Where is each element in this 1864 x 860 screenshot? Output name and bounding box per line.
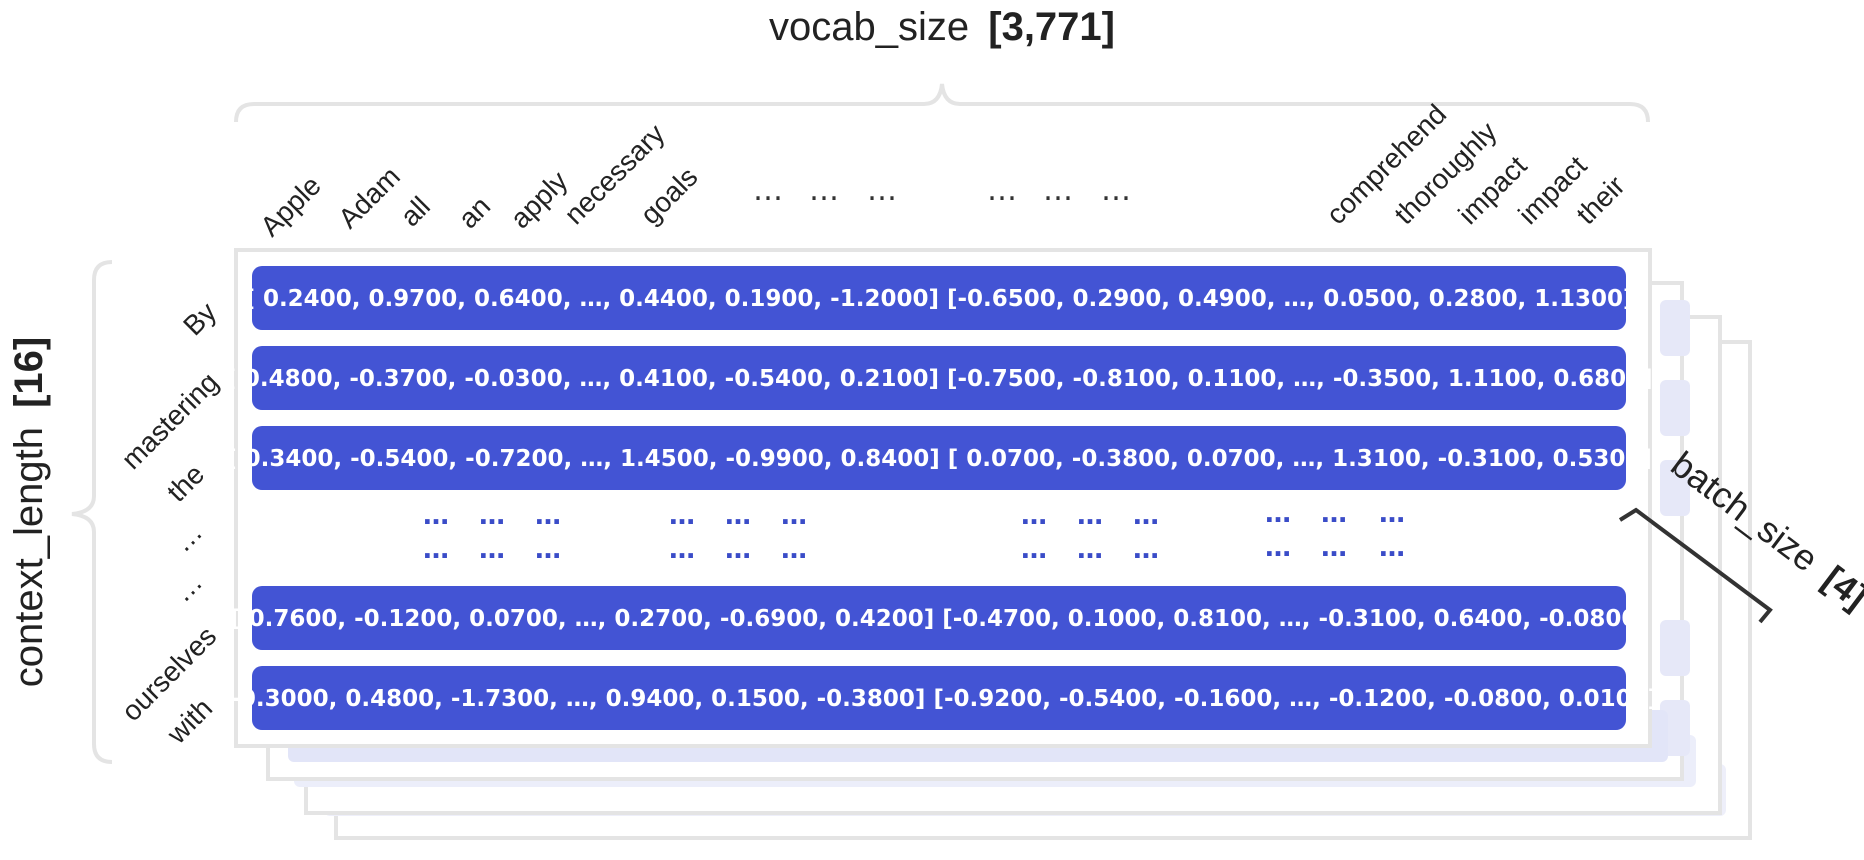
embedding-row-text: [ 0.3400, -0.5400, -0.7200, …, 1.4500, -… — [226, 446, 1652, 472]
gap-dot: … — [1077, 535, 1103, 565]
batch-layer-2-fill-b — [1660, 380, 1690, 436]
gap-dot: … — [1321, 533, 1347, 563]
context-length-value: [16] — [7, 337, 51, 408]
embedding-row-text: [ 0.2400, 0.9700, 0.6400, …, 0.4400, 0.1… — [244, 286, 1633, 312]
embedding-row-bar — [252, 426, 1626, 490]
row-word: … — [167, 566, 209, 608]
column-ellipsis: … — [867, 173, 897, 208]
gap-dot: … — [1133, 535, 1159, 565]
gap-dot: … — [423, 501, 449, 531]
gap-dot: … — [1021, 501, 1047, 531]
column-word: Adam — [332, 161, 406, 235]
column-word: an — [452, 190, 496, 234]
column-words: Apple Adam all an apply necessary goals … — [254, 98, 1630, 242]
batch-layer-2-fill — [1660, 300, 1690, 356]
column-ellipsis: … — [1043, 173, 1073, 208]
gap-dot: … — [1379, 533, 1405, 563]
gap-dot: … — [1379, 499, 1405, 529]
batch-size-value: [4] — [1816, 558, 1864, 617]
gap-dot: … — [479, 501, 505, 531]
row-word: mastering — [115, 366, 224, 475]
context-brace — [71, 260, 113, 764]
embedding-row-text: [ 0.7600, -0.1200, 0.0700, …, 0.2700, -0… — [230, 606, 1648, 632]
context-length-label: context_length — [7, 427, 51, 687]
gap-dot: … — [1077, 501, 1103, 531]
gap-dot: … — [535, 501, 561, 531]
embedding-row-text: [-0.3000, 0.4800, -1.7300, …, 0.9400, 0.… — [220, 686, 1658, 712]
embedding-row-bar — [252, 666, 1626, 730]
gap-dot: … — [781, 535, 807, 565]
gap-dot: … — [781, 501, 807, 531]
embedding-row-text: [ 0.4800, -0.3700, -0.0300, …, 0.4100, -… — [225, 366, 1652, 392]
row-word: By — [177, 296, 222, 341]
column-ellipsis: … — [753, 173, 783, 208]
embedding-rows: [ 0.2400, 0.9700, 0.6400, …, 0.4400, 0.1… — [220, 266, 1658, 730]
row-word: … — [167, 516, 209, 558]
context-length-title: context_length [16] — [7, 337, 51, 687]
gap-dot: … — [1133, 501, 1159, 531]
column-ellipsis: … — [987, 173, 1017, 208]
column-word: apply — [504, 165, 573, 234]
gap-dot: … — [725, 501, 751, 531]
batch-bracket — [1618, 507, 1773, 624]
gap-dot: … — [669, 535, 695, 565]
embedding-row-bar — [252, 346, 1626, 410]
column-ellipsis: … — [1101, 173, 1131, 208]
gap-dot: … — [423, 535, 449, 565]
gap-dot: … — [1021, 535, 1047, 565]
gap-dot: … — [1265, 499, 1291, 529]
embedding-row-bar — [252, 586, 1626, 650]
row-word: with — [160, 692, 218, 750]
vocab-brace — [234, 83, 1650, 123]
gap-dot: … — [535, 535, 561, 565]
gap-dots: … … … … … … … … … … … … … … … … … … … … … — [423, 499, 1405, 565]
batch-layer-2-fill-d — [1660, 620, 1690, 676]
column-word: Apple — [254, 170, 327, 243]
vocab-size-title: vocab_size [3,771] — [769, 5, 1115, 49]
row-words: By mastering the … … ourselves with — [115, 296, 224, 750]
front-matrix-frame — [234, 248, 1652, 748]
column-word: all — [394, 191, 436, 233]
vocab-size-value: [3,771] — [988, 5, 1115, 49]
gap-dot: … — [479, 535, 505, 565]
gap-dot: … — [1265, 533, 1291, 563]
gap-dot: … — [669, 501, 695, 531]
gap-dot: … — [725, 535, 751, 565]
row-word: the — [161, 458, 210, 507]
column-ellipsis: … — [809, 173, 839, 208]
batch-layer-2-fill-c — [1660, 460, 1690, 516]
gap-dot: … — [1321, 499, 1347, 529]
embedding-row-bar — [252, 266, 1626, 330]
column-word: goals — [634, 161, 703, 230]
vocab-size-label: vocab_size — [769, 5, 969, 49]
